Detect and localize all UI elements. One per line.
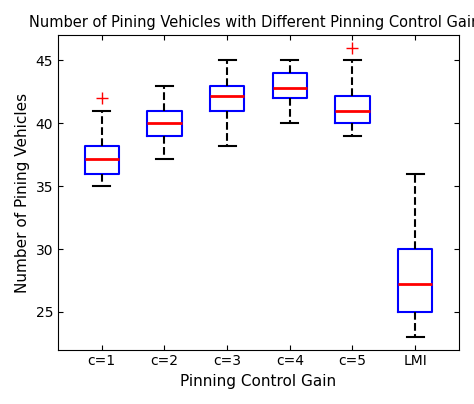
Y-axis label: Number of Pining Vehicles: Number of Pining Vehicles bbox=[15, 93, 30, 292]
X-axis label: Pinning Control Gain: Pinning Control Gain bbox=[181, 374, 337, 389]
Title: Number of Pining Vehicles with Different Pinning Control Gains: Number of Pining Vehicles with Different… bbox=[29, 15, 474, 30]
